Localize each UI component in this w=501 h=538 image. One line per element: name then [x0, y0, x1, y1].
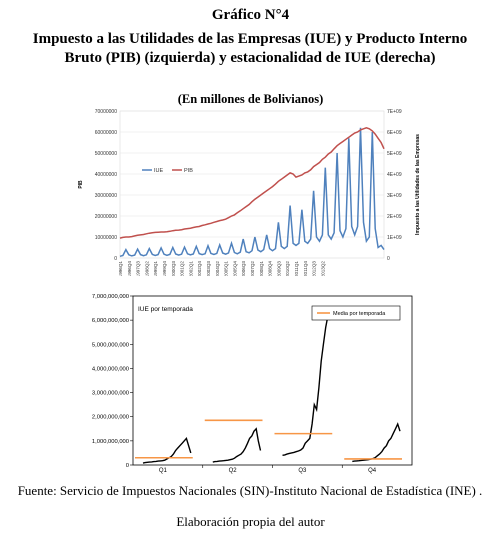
x-tick-label: 2002Q1 [188, 261, 193, 276]
x-tick-label: 2003Q3 [206, 261, 211, 276]
y-tick-label: 5,000,000,000 [92, 342, 129, 348]
x-tick-label: 2005Q1 [224, 261, 229, 276]
x-tick-label: 2010Q2 [285, 261, 290, 276]
x-tick-label: Q4 [368, 468, 377, 474]
plot-area [119, 110, 385, 259]
y-tick-label: 70000000 [95, 109, 117, 115]
y-tick-label: 2,000,000,000 [92, 415, 129, 421]
seasonal-line-q2 [212, 427, 262, 463]
legend-label: PIB [184, 168, 193, 174]
y-tick-label: 1,000,000,000 [92, 439, 129, 445]
legend-box [311, 305, 401, 321]
x-tick-label: 1997Q3 [136, 261, 141, 276]
chart-title: IUE por temporada [138, 306, 193, 313]
y-axis-title: PIB [78, 180, 84, 189]
iue-pib-chart: 0 10000000 20000000 30000000 40000000 5000000… [78, 109, 421, 276]
y-tick-label: 0 [126, 463, 129, 469]
figure-units: (En millones de Bolivianos) [177, 92, 324, 106]
y2-tick-label: 0 [387, 256, 390, 262]
y2-tick-label: 7E+09 [387, 109, 402, 115]
x-tick-label: 2001Q2 [180, 261, 185, 276]
y-tick-label: 60000000 [95, 130, 117, 136]
x-tick-label: 1999Q4 [162, 261, 167, 276]
legend-label: Media por temporada [333, 311, 386, 317]
x-tick-label: 2012Q3 [312, 261, 317, 276]
figure-title: Impuesto a las Utilidades de las Empresa… [32, 31, 468, 66]
x-tick-label: 2005Q4 [232, 261, 237, 276]
iue-seasonality-chart: 0 1,000,000,000 2,000,000,000 3,000,000,000… [92, 294, 413, 474]
source-note: Fuente: Servicio de Impuestos Nacionales… [17, 483, 483, 498]
x-tick-label: 2000Q3 [171, 261, 176, 276]
y-tick-label: 7,000,000,000 [92, 294, 129, 300]
x-tick-label: 1998Q2 [144, 261, 149, 276]
x-tick-label: Q3 [298, 468, 307, 474]
y2-tick-label: 6E+09 [387, 130, 402, 136]
y2-tick-label: 4E+09 [387, 172, 402, 178]
seasonal-line-q1 [142, 436, 192, 464]
x-tick-label: 2002Q4 [197, 261, 202, 276]
seasonal-line-q4 [352, 422, 401, 463]
seasonal-line-q3 [282, 313, 331, 456]
credit-note: Elaboración propia del autor [176, 514, 325, 529]
x-tick-label: 1996Q1 [118, 261, 123, 276]
x-tick-label: Q1 [159, 468, 168, 474]
y-tick-label: 6,000,000,000 [92, 318, 129, 324]
y-tick-label: 4,000,000,000 [92, 366, 129, 372]
x-tick-label: 2013Q2 [320, 261, 325, 276]
plot-area [132, 295, 413, 466]
x-tick-label: 2004Q2 [215, 261, 220, 276]
x-tick-label: 2006Q3 [241, 261, 246, 276]
series-line-iue [119, 127, 385, 258]
series-line-pib [119, 127, 385, 239]
y-tick-label: 20000000 [95, 214, 117, 220]
y-tick-label: 40000000 [95, 172, 117, 178]
y2-axis-title: Impuesto a las Utilidades de las Empresa… [415, 134, 421, 235]
y-tick-label: 10000000 [95, 235, 117, 241]
figure-label: Gráfico N°4 [211, 7, 290, 23]
x-tick-label: 2009Q3 [276, 261, 281, 276]
x-tick-label: Q2 [229, 468, 238, 474]
x-tick-label: 1996Q4 [127, 261, 132, 276]
x-tick-label: 2007Q2 [250, 261, 255, 276]
y2-tick-label: 2E+09 [387, 214, 402, 220]
y2-tick-label: 3E+09 [387, 193, 402, 199]
y-tick-label: 3,000,000,000 [92, 391, 129, 397]
y2-tick-label: 5E+09 [387, 151, 402, 157]
y2-tick-label: 1E+09 [387, 235, 402, 241]
x-tick-label: 2008Q4 [268, 261, 273, 276]
y-tick-label: 30000000 [95, 193, 117, 199]
x-tick-label: 1999Q1 [153, 261, 158, 276]
y-tick-label: 50000000 [95, 151, 117, 157]
legend-label: IUE [154, 168, 164, 174]
x-tick-label: 2008Q1 [259, 261, 264, 276]
y-tick-label: 0 [114, 256, 117, 262]
x-tick-label: 2011Q1 [294, 261, 299, 276]
x-tick-label: 2011Q4 [303, 261, 308, 276]
